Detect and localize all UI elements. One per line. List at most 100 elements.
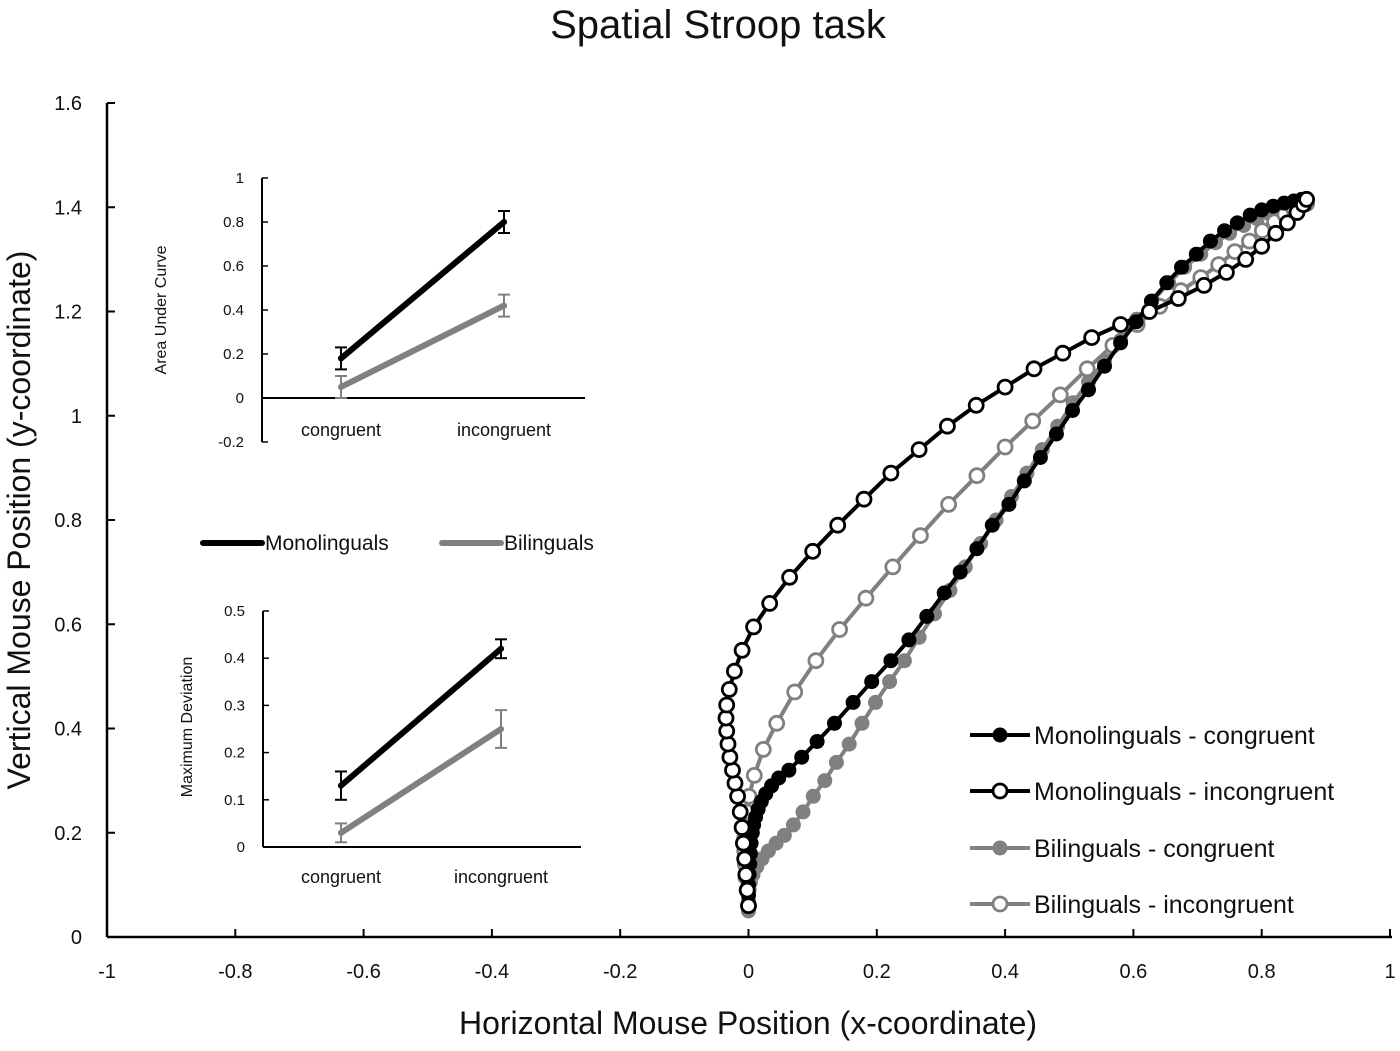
x-tick-label: 0 (743, 961, 754, 983)
filled-circle-marker-icon (854, 715, 870, 731)
inset-md-ylabel: Maximum Deviation (179, 657, 196, 797)
inset-tick-label: 0 (236, 390, 244, 407)
filled-circle-marker-icon (984, 517, 1000, 533)
y-tick-label: 1 (71, 406, 82, 428)
inset-category-label: incongruent (454, 867, 548, 887)
filled-circle-marker-icon (776, 827, 792, 843)
inset-tick-label: 0.4 (223, 302, 244, 319)
filled-circle-marker-icon (882, 674, 898, 690)
y-axis-ticks: 0 0.2 0.4 0.6 0.8 1 1.2 1.4 1.6 (54, 93, 115, 949)
open-circle-marker-icon (967, 396, 985, 414)
inset-tick-label: -0.2 (218, 434, 244, 451)
y-tick-label: 1.2 (54, 302, 82, 324)
legend-label: Bilinguals - congruent (1034, 835, 1274, 863)
chart-title: Spatial Stroop task (550, 3, 887, 47)
open-circle-marker-icon (733, 641, 751, 659)
filled-circle-marker-icon (1016, 473, 1032, 489)
legend-label: Bilinguals - incongruent (1034, 891, 1294, 919)
open-circle-marker-icon (731, 803, 749, 821)
y-tick-label: 0 (71, 927, 82, 949)
open-circle-marker-icon (1141, 303, 1158, 320)
inset-category-label: congruent (301, 420, 381, 440)
open-circle-marker-icon (910, 441, 928, 459)
filled-circle-marker-icon (1081, 382, 1096, 398)
inset-series-line (338, 219, 507, 362)
main-axes: -1 -0.8 -0.6 -0.4 -0.2 0 0.2 0.4 0.6 0.8 1 0 0.2 0.4… (54, 93, 1395, 983)
filled-circle-marker-icon (795, 804, 811, 820)
x-tick-label: 0.2 (863, 961, 891, 983)
open-circle-marker-icon (804, 542, 822, 560)
open-circle-marker-icon (736, 850, 754, 868)
filled-circle-marker-icon (781, 762, 797, 778)
open-circle-marker-icon (857, 589, 875, 607)
open-circle-marker-icon (735, 834, 752, 852)
inset-series-monolinguals (335, 210, 510, 371)
open-circle-marker-icon (1078, 360, 1096, 378)
open-circle-marker-icon (1025, 360, 1043, 378)
filled-circle-marker-icon (1217, 223, 1232, 239)
y-tick-label: 1.4 (54, 197, 82, 219)
inset-auc-ylabel: Area Under Curve (153, 245, 170, 374)
open-circle-marker-icon (1279, 214, 1296, 232)
open-circle-marker-icon (721, 748, 739, 766)
filled-circle-marker-icon (1159, 275, 1175, 291)
inset-data-point (338, 829, 344, 836)
open-circle-marker-icon (724, 761, 741, 779)
legend-bilinguals-label: Bilinguals (504, 532, 594, 555)
x-tick-label: 0.8 (1248, 961, 1276, 983)
inset-data-point (338, 384, 344, 390)
filled-circle-marker-icon (992, 727, 1008, 743)
filled-circle-marker-icon (828, 754, 844, 770)
x-axis-label: Horizontal Mouse Position (x-coordinate) (459, 1005, 1037, 1041)
inset-area-under-curve: Area Under Curve -0.2 0 0.2 0.4 0.6 0.8 1 congr… (153, 170, 585, 451)
open-circle-marker-icon (745, 767, 763, 784)
open-circle-marker-icon (768, 714, 786, 732)
inset-data-point (498, 645, 504, 652)
filled-circle-marker-icon (785, 817, 801, 833)
open-circle-marker-icon (882, 464, 900, 482)
x-tick-label: -0.2 (603, 961, 637, 983)
open-circle-marker-icon (1253, 237, 1271, 255)
open-circle-marker-icon (718, 696, 736, 714)
x-tick-label: -0.8 (218, 961, 252, 983)
y-axis-label: Vertical Mouse Position (y-coordinate) (1, 251, 37, 790)
filled-circle-marker-icon (1048, 426, 1064, 442)
inset-tick-label: 0.6 (223, 258, 244, 275)
filled-circle-marker-icon (896, 653, 912, 669)
inset-series-line (338, 302, 507, 390)
open-circle-marker-icon (1226, 243, 1244, 261)
open-circle-marker-icon (1112, 316, 1129, 333)
open-circle-marker-icon (855, 490, 873, 508)
filled-circle-marker-icon (794, 749, 810, 765)
open-circle-marker-icon (1054, 344, 1072, 362)
open-circle-marker-icon (754, 741, 772, 758)
inset-tick-label: 0.2 (223, 346, 244, 363)
open-circle-marker-icon (745, 618, 762, 636)
y-tick-label: 0.8 (54, 510, 82, 532)
open-circle-marker-icon (740, 897, 757, 915)
open-circle-marker-icon (968, 467, 986, 485)
y-tick-label: 1.6 (54, 93, 82, 115)
open-circle-marker-icon (991, 895, 1009, 913)
inset-data-point (501, 219, 507, 225)
filled-circle-marker-icon (845, 694, 861, 710)
open-circle-marker-icon (996, 378, 1014, 396)
filled-circle-marker-icon (919, 608, 935, 624)
y-tick-label: 0.4 (54, 719, 82, 741)
x-tick-label: 0.6 (1119, 961, 1147, 983)
inset-tick-label: 0.8 (223, 214, 244, 231)
inset-tick-label: 0.5 (224, 603, 245, 620)
filled-circle-marker-icon (841, 736, 857, 752)
open-circle-marker-icon (884, 558, 902, 576)
open-circle-marker-icon (912, 527, 929, 544)
open-circle-marker-icon (1298, 190, 1315, 208)
filled-circle-marker-icon (1202, 233, 1218, 249)
inset-maximum-deviation: Maximum Deviation 0 0.1 0.2 0.3 0.4 0.5 congru… (179, 603, 581, 887)
inset-category-label: incongruent (457, 420, 551, 440)
open-circle-marker-icon (831, 621, 848, 638)
open-circle-marker-icon (1218, 263, 1235, 281)
inset-legend: Monolinguals Bilinguals (200, 532, 594, 555)
open-circle-marker-icon (726, 774, 744, 792)
inset-data-point (338, 782, 344, 789)
